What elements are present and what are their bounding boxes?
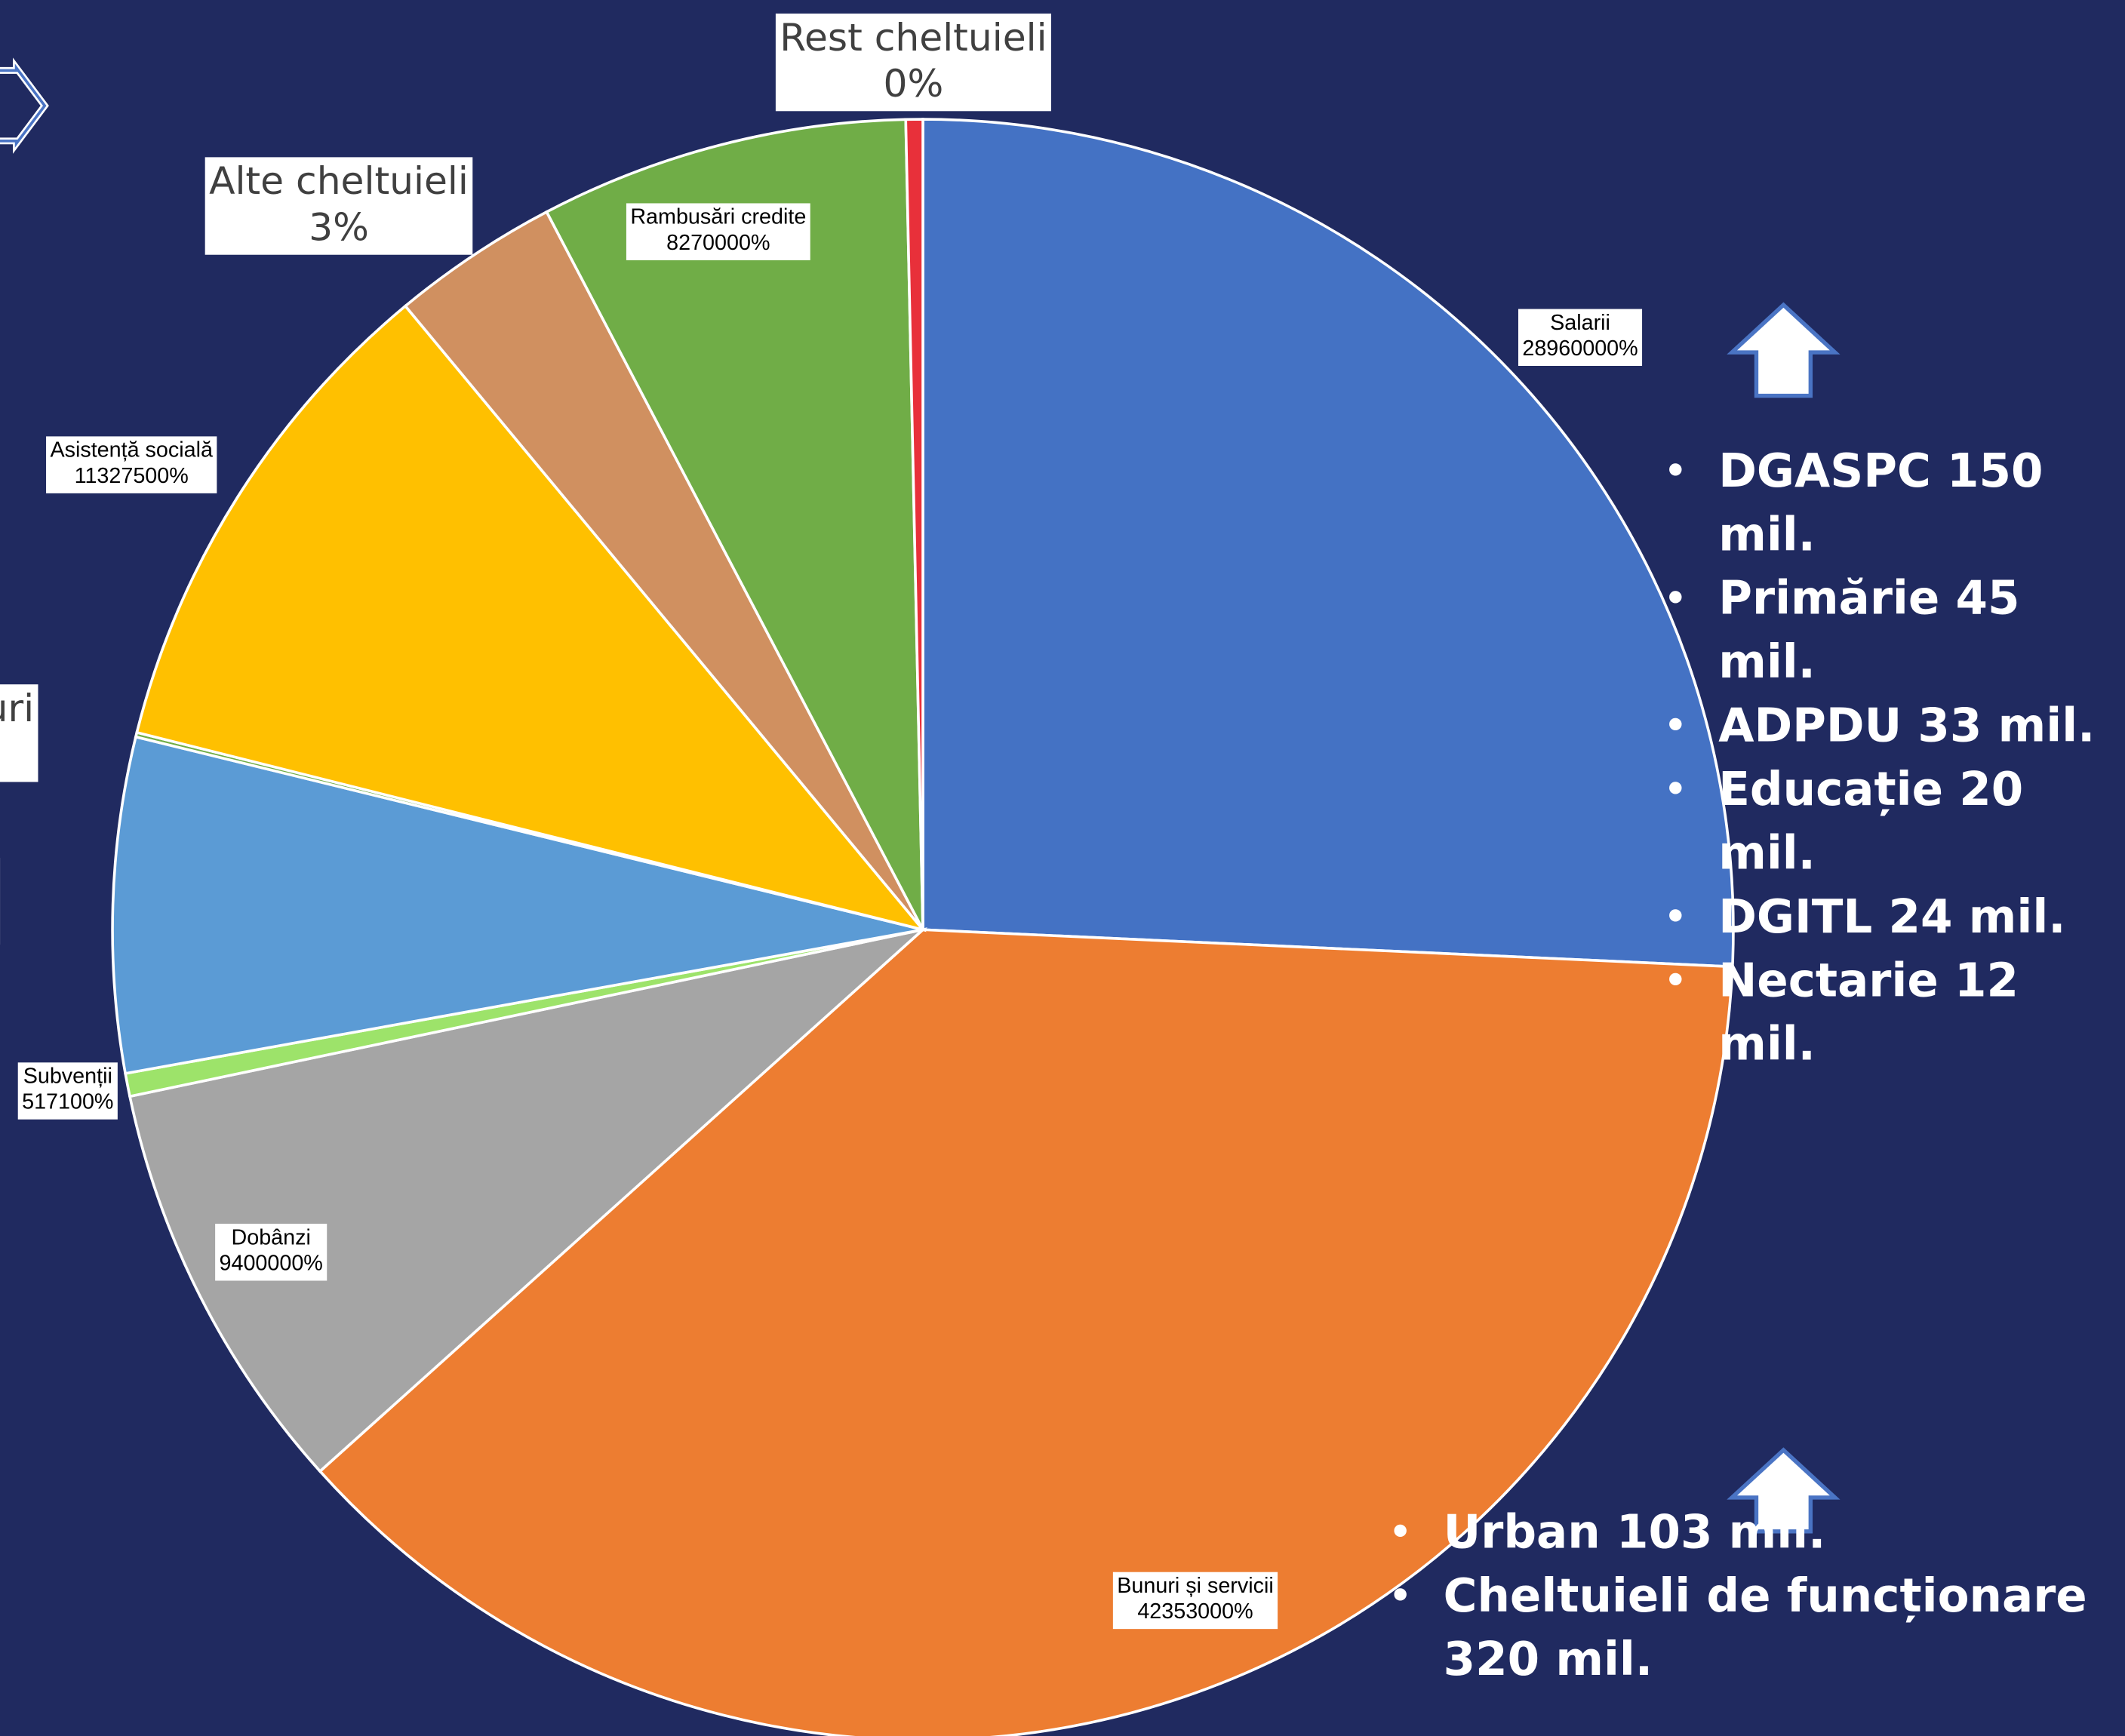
- label-box: [0, 684, 38, 782]
- label-name: Salarii: [1550, 311, 1610, 335]
- bullet-item: Cheltuieli de funcționare 320 mil.: [1389, 1565, 2125, 1693]
- label-value: 517100%: [22, 1090, 113, 1114]
- label-box: [17, 1062, 118, 1120]
- label-box: [1112, 1572, 1278, 1630]
- label-value: 11327500%: [75, 464, 189, 488]
- label-name: Rest cheltuieli: [780, 15, 1047, 60]
- pie-slice: [544, 118, 924, 931]
- arrow-up: [1727, 302, 1841, 398]
- label-box: [775, 13, 1051, 112]
- bullet-list: Urban 103 mil.Cheltuieli de funcționare …: [1389, 1501, 2125, 1692]
- pie: [111, 118, 1735, 1736]
- pie-slice: [921, 118, 1735, 969]
- label-box: [46, 436, 217, 493]
- label-value: 28960000%: [1522, 336, 1638, 361]
- bullet-item: Primărie 45 mil.: [1664, 568, 2125, 696]
- label-box: [626, 203, 810, 260]
- label-box: [215, 1224, 328, 1281]
- label-value: 9400000%: [220, 1251, 323, 1275]
- label-value: 42353000%: [1137, 1599, 1253, 1624]
- bullet-item: ADPDU 33 mil.: [1664, 696, 2125, 759]
- bullet-item: Educație 20 mil.: [1664, 759, 2125, 886]
- pie-slice: [111, 735, 924, 1075]
- pie-slice: [318, 928, 1734, 1736]
- label-value: 8270000%: [666, 231, 770, 255]
- bullet-item: DGASPC 150 mil.: [1664, 441, 2125, 568]
- label-box: [1518, 309, 1643, 367]
- label-box: [205, 157, 473, 255]
- pie-slice: [904, 118, 924, 930]
- label-name: Bunuri și servicii: [1117, 1574, 1273, 1598]
- arrow-right-outline: [0, 63, 47, 148]
- pie-slice: [403, 210, 924, 931]
- pie-slice: [135, 304, 927, 933]
- pie-slice: [128, 927, 928, 1473]
- bullet-item: Urban 103 mil.: [1389, 1501, 2125, 1565]
- bullet-item: DGITL 24 mil.: [1664, 886, 2125, 950]
- label-name: Asistență socială: [50, 438, 213, 462]
- label-name: Subvenții: [23, 1065, 112, 1089]
- label-name: Dobânzi: [231, 1225, 310, 1249]
- arrow-right: [0, 57, 49, 154]
- label-value: 3%: [309, 204, 369, 249]
- label-name: sferuri: [0, 686, 34, 730]
- label-name: Alte cheltuieli: [209, 158, 469, 203]
- label-value: 0%: [884, 61, 944, 106]
- bullet-item: Nectarie 12 mil.: [1664, 950, 2125, 1077]
- label-name: Rambusări credite: [630, 205, 806, 229]
- data-label: sferuri%: [0, 684, 38, 782]
- bullet-list: DGASPC 150 mil.Primărie 45 mil.ADPDU 33 …: [1664, 441, 2125, 1077]
